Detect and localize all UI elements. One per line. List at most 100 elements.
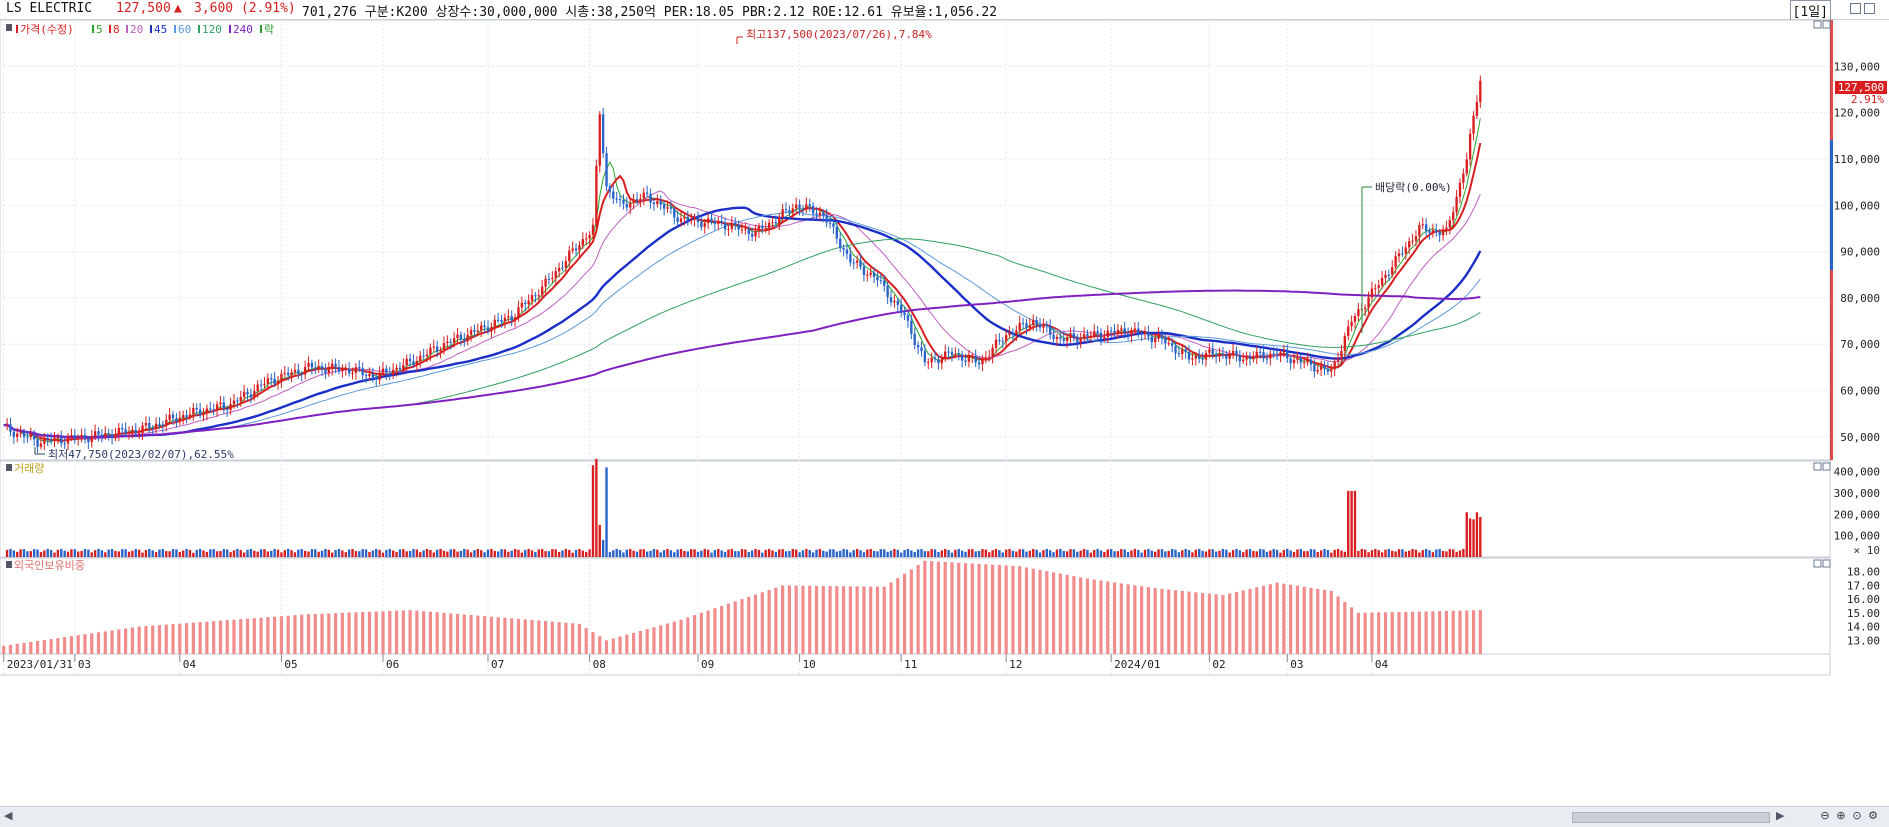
foreign-ownership-bar: [462, 614, 466, 654]
legend-label: 8: [113, 23, 120, 36]
volume-bar: [1170, 549, 1174, 557]
foreign-ownership-bar: [659, 625, 663, 654]
candle-body: [270, 378, 273, 380]
minimize-icon[interactable]: [1850, 3, 1861, 14]
volume-bar: [727, 549, 730, 557]
volume-bar: [493, 550, 496, 557]
volume-bar: [432, 552, 435, 557]
volume-bar: [107, 549, 110, 557]
current-price-tag: [1835, 81, 1887, 94]
foreign-ownership-bar: [835, 586, 839, 654]
foreign-ownership-bar: [889, 582, 893, 654]
candle-body: [723, 222, 727, 230]
volume-bar: [1198, 548, 1201, 557]
foreign-ownership-bar: [970, 563, 974, 654]
volume-bar: [124, 549, 127, 557]
candle-body: [923, 351, 927, 363]
foreign-ownership-bar: [110, 630, 114, 654]
legend-label: 5: [96, 23, 103, 36]
candle-body: [645, 192, 649, 194]
foreign-ownership-bar: [1173, 590, 1178, 654]
foreign-ownership-bar: [1458, 610, 1462, 654]
candle-body: [402, 365, 405, 370]
volume-bar: [788, 550, 791, 557]
candle-body: [947, 351, 950, 353]
foreign-ownership-bar: [1187, 591, 1191, 654]
volume-bar: [1255, 551, 1258, 557]
candle-body: [341, 369, 344, 372]
volume-bar: [1052, 552, 1055, 557]
volume-bar: [629, 548, 632, 557]
foreign-ownership-bar: [1051, 572, 1056, 654]
volume-tick-label: 100,000: [1834, 530, 1880, 543]
foreign-ownership-bar: [1106, 581, 1110, 654]
candle-body: [496, 319, 500, 321]
zoom-reset-icon[interactable]: ⊙: [1852, 809, 1862, 822]
scroll-thumb[interactable]: [1572, 812, 1770, 823]
foreign-ownership-bar: [1180, 590, 1184, 654]
candle-body: [26, 436, 29, 438]
panel-handle-icon: [6, 464, 12, 471]
close-icon[interactable]: [1864, 3, 1875, 14]
candle-body: [889, 297, 893, 303]
candle-body: [283, 372, 286, 374]
stock-chart[interactable]: 130,000 120,000 110,000 100,000 90,000 80,000…: [0, 20, 1889, 806]
candle-body: [788, 210, 791, 213]
volume-bar: [839, 550, 842, 557]
foreign-ownership-bar: [90, 633, 94, 654]
volume-bar: [683, 550, 686, 557]
volume-bar: [937, 551, 940, 557]
volume-bar: [1069, 549, 1072, 557]
legend-swatch: [260, 25, 262, 33]
settings-icon[interactable]: ⚙: [1868, 809, 1878, 822]
candle-body: [791, 208, 794, 213]
candle-body: [219, 402, 222, 405]
volume-bar: [913, 551, 916, 557]
ma240-line: [3, 289, 1481, 439]
candle-body: [720, 221, 723, 223]
candle-body: [1021, 322, 1025, 324]
scroll-right-icon[interactable]: ▶: [1776, 809, 1785, 822]
volume-bar: [134, 548, 137, 557]
foreign-ownership-bar: [22, 642, 26, 654]
volume-bar: [1001, 552, 1004, 557]
candle-body: [46, 438, 49, 440]
up-arrow-icon: ▲: [174, 1, 182, 16]
period-selector[interactable]: [1일]: [1789, 0, 1831, 21]
volume-bar: [933, 549, 937, 557]
ma60-line: [3, 210, 1481, 438]
volume-bar: [690, 549, 693, 557]
volume-bar: [1021, 549, 1025, 557]
foreign-ownership-bar: [1072, 576, 1076, 654]
candle-body: [825, 215, 828, 223]
volume-bar: [70, 549, 73, 557]
volume-bar: [212, 549, 215, 557]
candle-body: [639, 198, 642, 201]
scroll-bar[interactable]: ◀ ▶ ⊖ ⊕ ⊙ ⚙: [0, 806, 1889, 827]
zoom-out-icon[interactable]: ⊖: [1820, 809, 1830, 822]
candle-body: [944, 351, 947, 360]
candle-body: [811, 205, 815, 214]
foreign-panel: [0, 557, 1831, 655]
volume-bar: [507, 551, 510, 557]
x-tick-label: 2023/01/31: [7, 658, 73, 671]
foreign-ownership-bar: [821, 585, 825, 654]
volume-bar: [625, 549, 629, 557]
legend-swatch: [92, 25, 94, 33]
volume-bar: [717, 548, 720, 557]
candle-body: [1418, 224, 1421, 237]
volume-bar: [737, 551, 740, 557]
zoom-in-icon[interactable]: ⊕: [1836, 809, 1846, 822]
candle-body: [1289, 358, 1292, 364]
volume-bar: [1113, 551, 1116, 557]
scroll-left-icon[interactable]: ◀: [4, 809, 13, 822]
candle-body: [320, 366, 324, 370]
candle-body: [954, 354, 957, 356]
candle-body: [1106, 330, 1109, 338]
volume-bar: [886, 551, 889, 557]
volume-bar: [154, 552, 158, 557]
volume-bar: [1262, 549, 1265, 557]
candle-body: [114, 434, 117, 439]
candle-body: [473, 330, 476, 332]
candle-body: [273, 378, 276, 384]
